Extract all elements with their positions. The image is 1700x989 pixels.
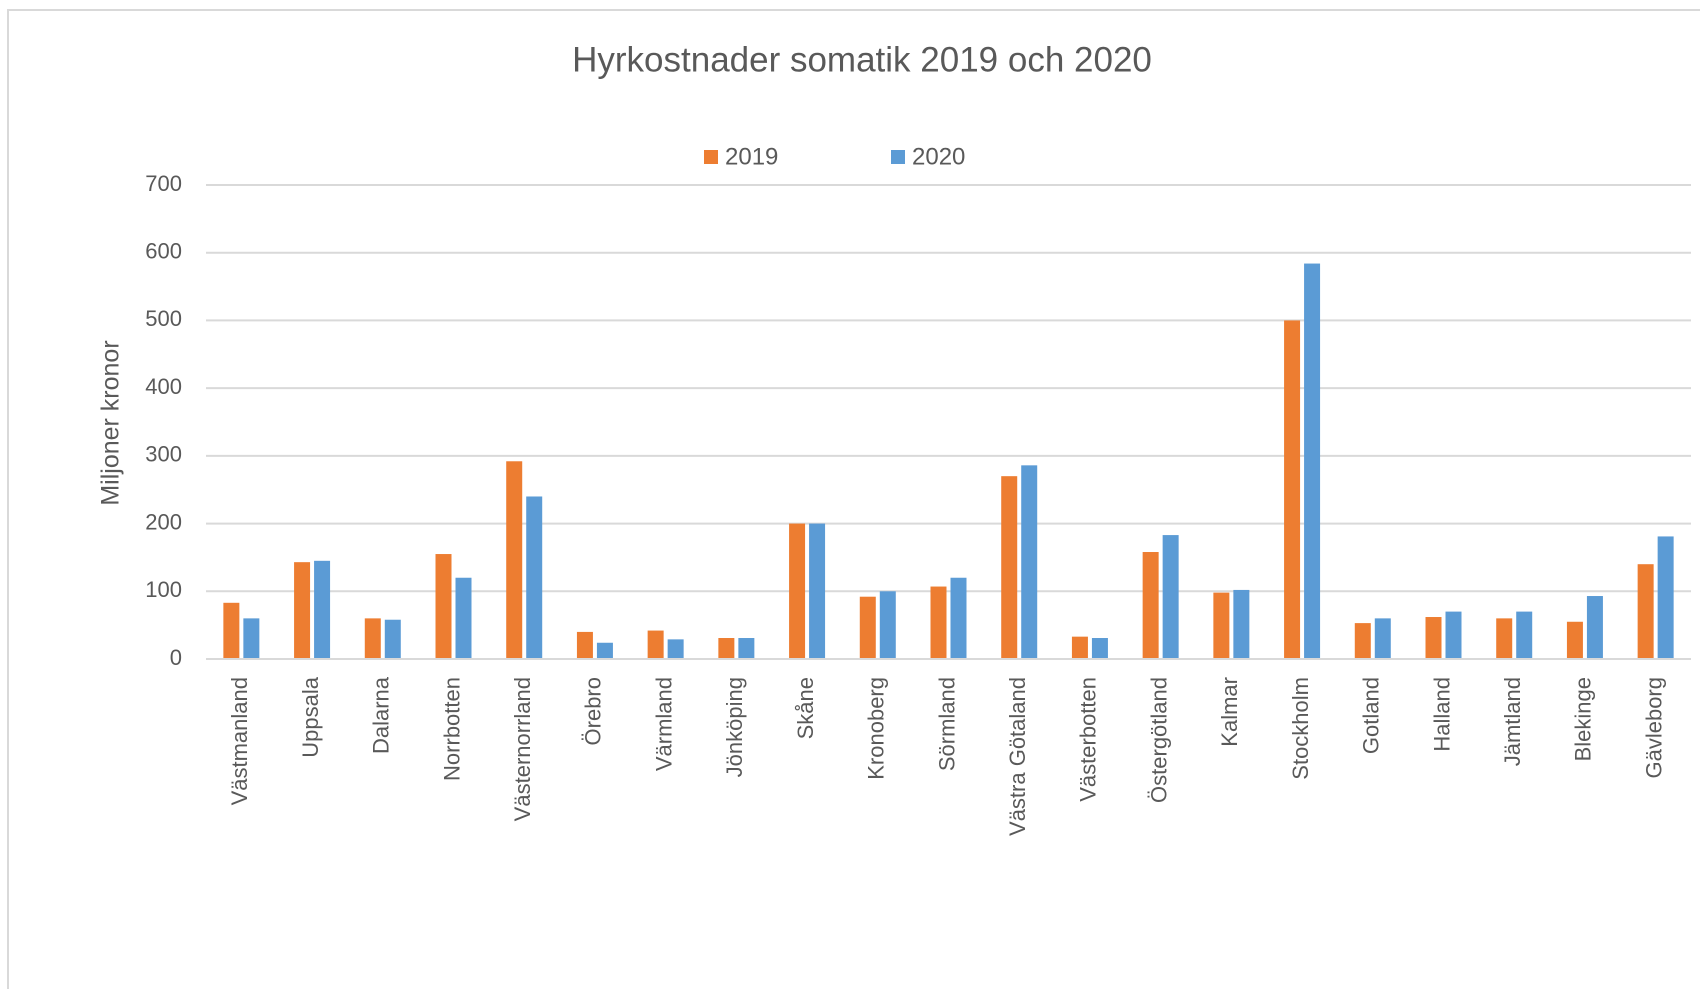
x-tick-label: Kronoberg <box>864 677 889 780</box>
y-tick-label: 600 <box>145 239 182 264</box>
bar <box>1586 596 1603 659</box>
chart-title: Hyrkostnader somatik 2019 och 2020 <box>572 40 1152 79</box>
bar <box>455 577 472 659</box>
bar <box>1516 611 1533 659</box>
y-tick-label: 700 <box>145 171 182 196</box>
bar <box>384 619 401 659</box>
bar <box>1091 638 1108 659</box>
bar <box>1162 535 1179 659</box>
x-tick-label: Örebro <box>581 677 606 745</box>
x-tick-label: Skåne <box>793 677 818 739</box>
bar <box>526 496 543 659</box>
bar <box>1445 611 1462 659</box>
x-tick-label: Kalmar <box>1217 677 1242 747</box>
x-tick-label: Norrbotten <box>439 677 464 781</box>
bar <box>1071 636 1088 659</box>
bar <box>294 562 311 659</box>
y-tick-label: 500 <box>145 306 182 331</box>
x-tick-label: Gotland <box>1359 677 1384 754</box>
legend-label: 2019 <box>725 143 778 170</box>
x-tick-label: Västerbotten <box>1076 677 1101 802</box>
x-tick-label: Östergötland <box>1146 677 1171 803</box>
bar <box>859 596 876 659</box>
legend-swatch <box>891 150 905 164</box>
y-tick-label: 300 <box>145 442 182 467</box>
bar <box>1657 536 1674 659</box>
x-tick-label: Stockholm <box>1288 677 1313 780</box>
bar <box>314 560 331 659</box>
bar <box>1142 552 1159 659</box>
bar <box>809 523 826 659</box>
x-tick-label: Västra Götaland <box>1005 677 1030 836</box>
bar <box>950 577 967 659</box>
y-tick-label: 100 <box>145 577 182 602</box>
bar <box>1233 589 1250 659</box>
bar <box>930 586 947 659</box>
chart-frame <box>7 9 1700 989</box>
bar <box>506 461 523 659</box>
y-tick-label: 400 <box>145 374 182 399</box>
x-tick-label: Jönköping <box>722 677 747 777</box>
bar <box>243 618 260 659</box>
bar <box>1496 618 1513 659</box>
bar <box>1566 621 1583 659</box>
bar <box>1637 564 1654 659</box>
x-tick-label: Västernorrland <box>510 677 535 821</box>
legend-swatch <box>704 150 718 164</box>
x-tick-label: Halland <box>1429 677 1454 752</box>
x-tick-label: Dalarna <box>369 676 394 754</box>
bar <box>1374 618 1391 659</box>
bar <box>576 631 593 659</box>
bar <box>223 602 240 659</box>
bar <box>364 618 381 659</box>
bar <box>789 523 806 659</box>
legend-label: 2020 <box>912 143 965 170</box>
bar <box>1425 617 1442 659</box>
y-tick-label: 0 <box>170 645 182 670</box>
bar <box>1354 623 1371 659</box>
bar <box>647 630 664 659</box>
x-tick-label: Västmanland <box>227 677 252 805</box>
bar <box>879 591 896 659</box>
x-tick-label: Jämtland <box>1500 677 1525 766</box>
bar <box>667 639 684 659</box>
x-tick-label: Uppsala <box>298 676 323 757</box>
bar <box>435 554 452 659</box>
bar <box>596 642 613 659</box>
bar <box>1021 465 1038 659</box>
bar <box>1284 320 1301 659</box>
y-tick-label: 200 <box>145 509 182 534</box>
bar <box>1304 263 1321 659</box>
bar <box>1001 476 1018 659</box>
x-tick-label: Värmland <box>651 677 676 771</box>
x-tick-label: Sörmland <box>934 677 959 771</box>
bar <box>738 638 755 659</box>
bar <box>1213 592 1230 659</box>
y-axis-label: Miljoner kronor <box>97 340 125 505</box>
x-tick-label: Blekinge <box>1571 677 1596 761</box>
bar <box>718 638 735 659</box>
x-tick-label: Gävleborg <box>1641 677 1666 779</box>
